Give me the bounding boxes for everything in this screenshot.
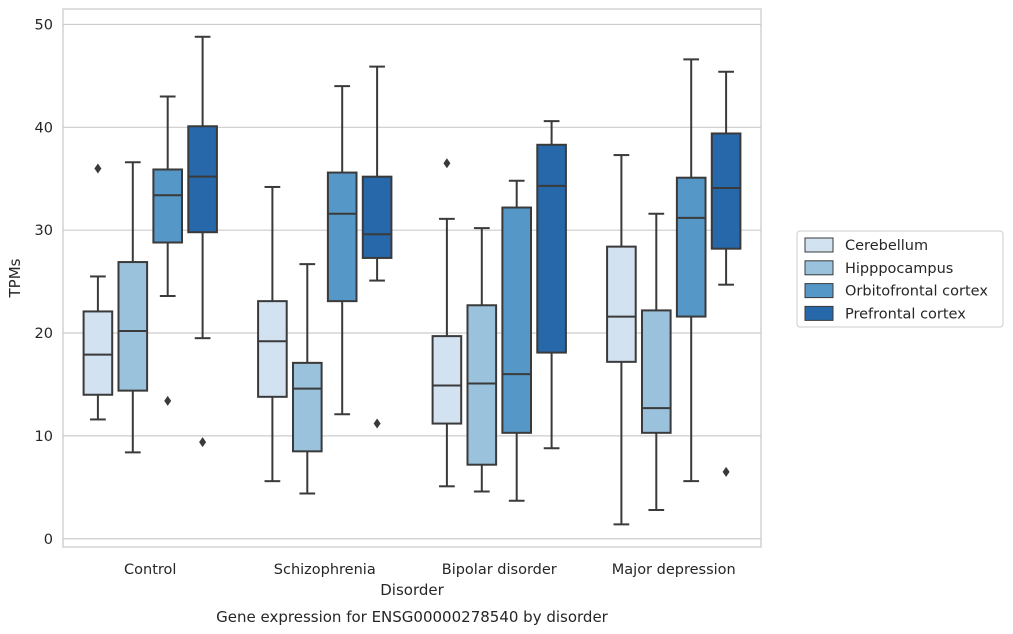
x-tick-label: Control [124,562,176,578]
y-axis-label: TPMs [6,258,24,298]
box-cerebellum [431,158,463,488]
box-orbitofrontal-cortex [501,179,533,502]
box-iqr [326,171,358,303]
box-cerebellum [606,154,637,526]
box-orbitofrontal-cortex [326,85,358,416]
y-tick-label: 40 [35,120,53,136]
box-iqr [82,310,114,396]
box-prefrontal-cortex [361,65,393,429]
x-axis-label: Disorder [380,581,444,599]
box-iqr [431,335,463,425]
box-iqr [152,168,184,244]
box-groups [82,35,742,526]
box-iqr [187,125,218,234]
box-prefrontal-cortex [710,70,742,477]
y-axis-ticks: 0 10 20 30 40 50 [35,17,53,547]
box-iqr [257,300,288,398]
box-iqr [501,206,533,434]
box-iqr [291,361,323,453]
legend-entry: Cerebellum [845,238,928,254]
figure-caption: Gene expression for ENSG00000278540 by d… [216,608,609,626]
outlier-point [443,158,451,169]
outlier-point [373,418,381,429]
x-tick-label: Major depression [612,562,736,578]
box-prefrontal-cortex [536,120,567,450]
box-cerebellum [82,163,114,421]
box-hipppocampus [291,263,323,495]
outlier-point [94,163,102,174]
outlier-point [722,466,730,477]
box-iqr [675,176,707,318]
box-iqr [361,175,393,259]
legend-entry: Prefrontal cortex [845,306,966,322]
outlier-point [199,437,207,448]
box-hipppocampus [640,212,672,511]
plot-frame [62,8,762,548]
box-iqr [606,245,637,363]
legend-swatch [804,283,834,299]
y-tick-label: 10 [35,429,53,445]
legend-swatch [804,260,834,276]
x-tick-label: Bipolar disorder [442,562,557,578]
box-iqr [536,143,567,354]
x-axis-ticks: Control Schizophrenia Bipolar disorder Majo… [124,562,736,578]
box-iqr [117,261,149,392]
box-hipppocampus [466,227,498,493]
box-prefrontal-cortex [187,35,218,448]
y-tick-label: 30 [35,223,53,239]
y-tick-label: 50 [35,17,53,33]
legend-entry: Orbitofrontal cortex [845,284,988,300]
box-iqr [710,132,742,250]
legend-entry: Hipppocampus [845,261,953,277]
y-tick-label: 20 [35,326,53,342]
outlier-point [164,395,172,406]
box-orbitofrontal-cortex [675,58,707,483]
box-hipppocampus [117,161,149,454]
legend-frame [796,230,1004,328]
box-cerebellum [257,185,288,483]
x-tick-label: Schizophrenia [274,562,376,578]
box-iqr [466,304,498,466]
y-tick-label: 0 [44,532,53,548]
legend: Cerebellum Hipppocampus Orbitofrontal cort… [796,230,1004,328]
box-orbitofrontal-cortex [152,95,184,406]
legend-swatch [804,305,834,321]
box-iqr [640,309,672,434]
legend-swatch [804,237,834,253]
